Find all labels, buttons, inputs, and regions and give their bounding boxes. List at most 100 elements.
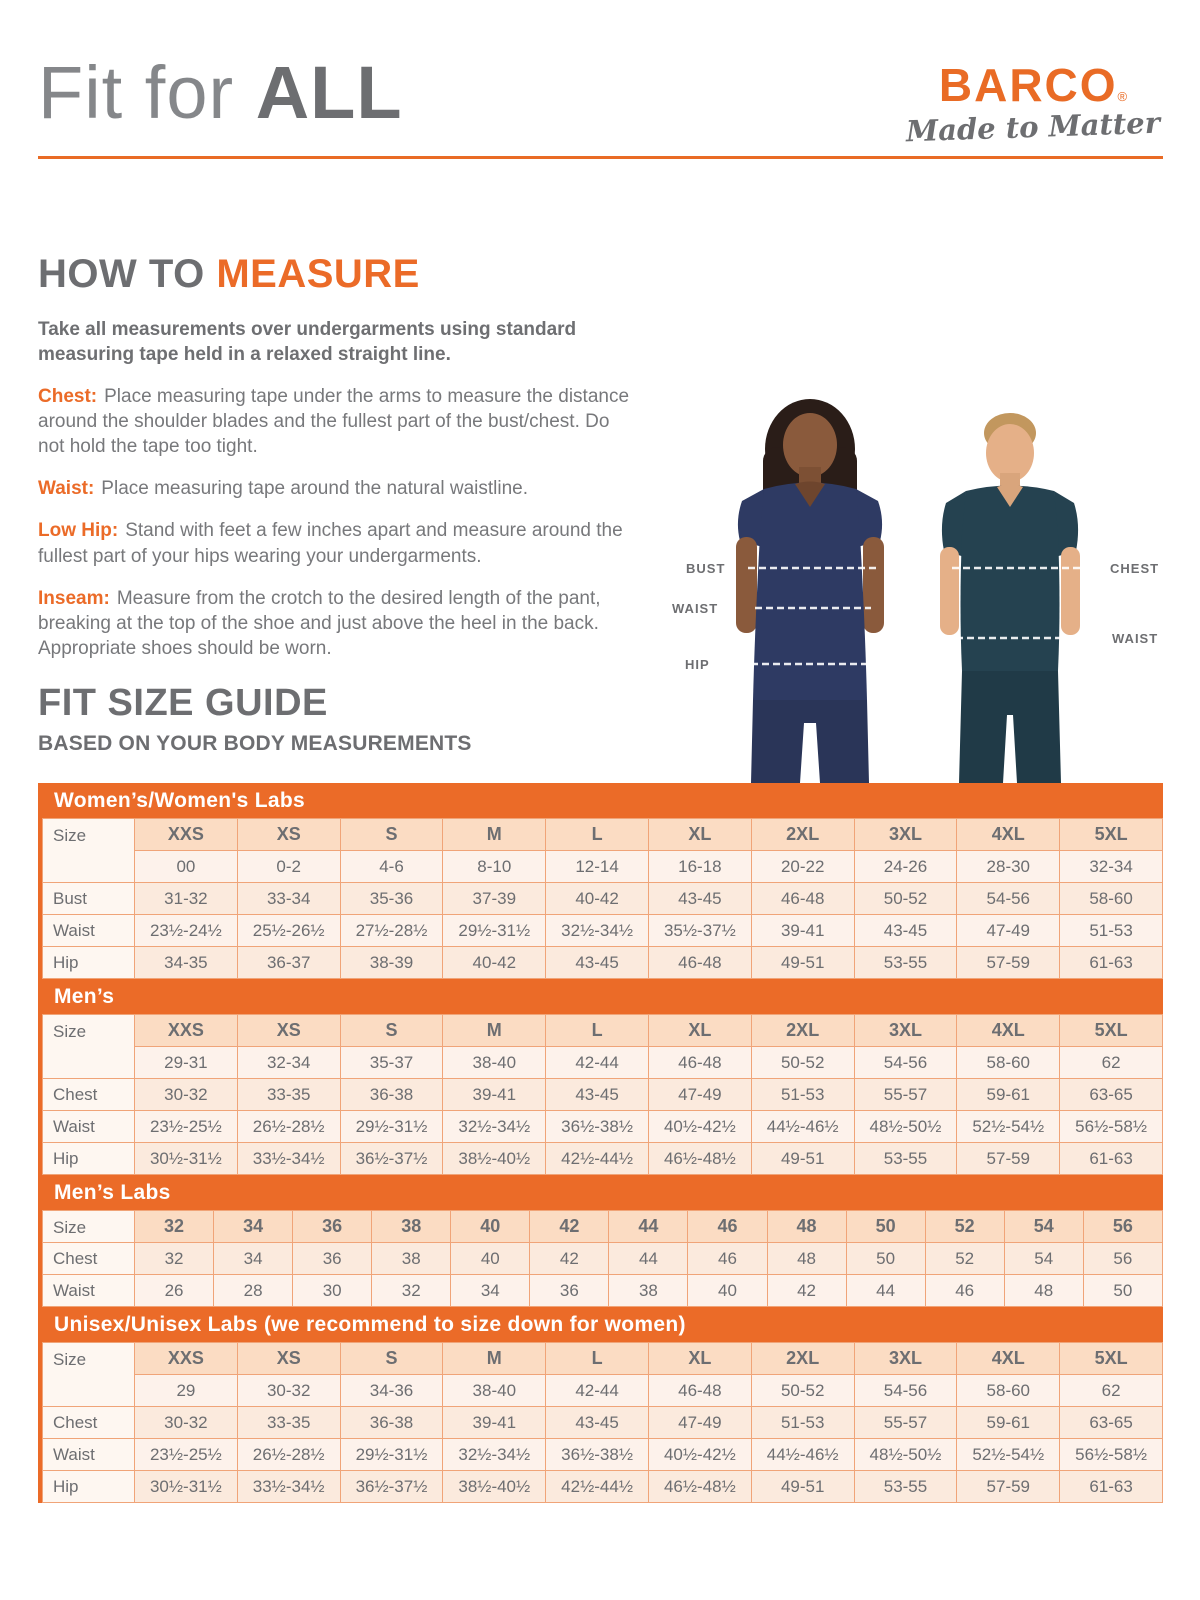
size-header-cell: 4XL	[956, 1014, 1061, 1047]
data-cell: 37-39	[442, 882, 547, 915]
data-cell: 31-32	[134, 882, 238, 915]
data-cell: 32½-34½	[442, 1438, 547, 1471]
data-cell: 43-45	[545, 946, 649, 979]
data-cell: 42½-44½	[545, 1470, 649, 1503]
size-header-cell: XXS	[134, 1014, 238, 1047]
size-header-cell: XS	[236, 1342, 341, 1375]
data-cell: 32	[133, 1242, 215, 1275]
size-header-cell: 32	[133, 1210, 215, 1243]
measurement-row-hip: Hip 30½-31½ 33½-34½ 36½-37½ 38½-40½ 42½-44½ 46…	[42, 1470, 1163, 1503]
data-cell: 53-55	[853, 1470, 958, 1503]
size-value-cell: 42-44	[545, 1046, 649, 1079]
row-label-cell: Chest	[42, 1406, 135, 1439]
measure-step-label: Chest:	[38, 386, 98, 408]
size-header-cell: XL	[647, 1342, 752, 1375]
registered-mark-icon: ®	[1117, 89, 1128, 104]
size-header-cell: 34	[213, 1210, 294, 1243]
size-header-cell: 5XL	[1059, 1014, 1163, 1047]
brand-name: BARCO®	[906, 62, 1160, 108]
size-value-cell: 8-10	[442, 850, 547, 883]
data-cell: 23½-25½	[134, 1110, 238, 1143]
data-cell: 52½-54½	[956, 1110, 1061, 1143]
row-label-cell: Waist	[42, 1438, 135, 1471]
data-cell: 56	[1082, 1242, 1164, 1275]
data-cell: 44	[845, 1274, 926, 1307]
size-value-cell: 38-40	[442, 1374, 547, 1407]
row-label-cell: Chest	[42, 1078, 135, 1111]
data-cell: 36	[529, 1274, 610, 1307]
size-value-cell: 62	[1059, 1374, 1163, 1407]
size-value-cell: 46-48	[647, 1374, 752, 1407]
page-title: Fit for ALL	[38, 52, 403, 133]
fit-size-guide-subheading: BASED ON YOUR BODY MEASUREMENTS	[38, 732, 472, 755]
data-cell: 50	[1082, 1274, 1164, 1307]
man-model	[940, 413, 1102, 783]
size-header-cell: M	[442, 1014, 547, 1047]
table-banner: Unisex/Unisex Labs (we recommend to size…	[42, 1307, 1163, 1342]
size-header-cell: XXS	[134, 1342, 238, 1375]
size-value-cell: 32-34	[1059, 850, 1163, 883]
data-cell: 32	[371, 1274, 452, 1307]
data-cell: 48½-50½	[853, 1438, 958, 1471]
row-label-cell: Chest	[42, 1242, 135, 1275]
size-header-cell: S	[339, 1014, 444, 1047]
size-header-cell: XXS	[134, 818, 238, 851]
size-value-cell: 34-36	[339, 1374, 444, 1407]
data-cell: 23½-25½	[134, 1438, 238, 1471]
size-header-cell: 52	[924, 1210, 1005, 1243]
data-cell: 51-53	[1059, 914, 1163, 947]
data-cell: 40-42	[545, 882, 649, 915]
data-cell: 26½-28½	[236, 1110, 341, 1143]
size-table-grid: Size XXS XS S M L XL 2XL 3XL 4XL 5XL 29-31 32-34 35-3…	[42, 1014, 1163, 1175]
measure-step-waist: Waist: Place measuring tape around the na…	[38, 476, 638, 501]
data-cell: 33½-34½	[236, 1470, 341, 1503]
measurement-models-figure: BUST WAIST HIP CHEST WAIST	[660, 383, 1165, 783]
size-header-cell: XL	[647, 1014, 752, 1047]
data-cell: 48	[766, 1242, 847, 1275]
size-header-row: Size 32 34 36 38 40 42 44 46 48 50 52 54 56	[42, 1210, 1164, 1243]
size-value-cell: 54-56	[853, 1046, 958, 1079]
measurement-row-chest: Chest 32 34 36 38 40 42 44 46 48 50 52 54 56	[42, 1242, 1164, 1275]
size-value-cell: 32-34	[236, 1046, 341, 1079]
table-banner: Men’s	[42, 979, 1163, 1014]
data-cell: 25½-26½	[236, 914, 341, 947]
data-cell: 40½-42½	[647, 1110, 752, 1143]
page-title-light: Fit for	[38, 51, 256, 134]
size-table-women: Women’s/Women's Labs Size XXS XS S M L XL 2XL 3XL…	[38, 783, 1163, 979]
data-cell: 33-35	[236, 1406, 341, 1439]
measurement-row-hip: Hip 34-35 36-37 38-39 40-42 43-45 46-48 49-51 53…	[42, 946, 1163, 979]
size-header-cell: 48	[766, 1210, 847, 1243]
data-cell: 44½-46½	[750, 1438, 855, 1471]
brand-tagline: Made to Matter	[905, 105, 1161, 149]
woman-model	[736, 399, 892, 783]
data-cell: 48	[1003, 1274, 1084, 1307]
size-header-cell: XS	[236, 818, 341, 851]
data-cell: 34-35	[134, 946, 238, 979]
row-label-cell: Hip	[42, 1142, 135, 1175]
data-cell: 47-49	[647, 1078, 752, 1111]
measurement-row-waist: Waist 23½-25½ 26½-28½ 29½-31½ 32½-34½ 36½-38½…	[42, 1110, 1163, 1143]
data-cell: 57-59	[956, 1142, 1061, 1175]
row-label-cell: Size	[42, 1014, 135, 1079]
size-header-cell: 3XL	[853, 1014, 958, 1047]
size-table-mens-labs: Men’s Labs Size 32 34 36 38 40 42 44 46 48 50 52 54 56…	[38, 1175, 1164, 1307]
size-table-grid: Size 32 34 36 38 40 42 44 46 48 50 52 54 56 Chest 32 34 3…	[42, 1210, 1164, 1307]
size-value-cell: 12-14	[545, 850, 649, 883]
size-value-cell: 58-60	[956, 1046, 1061, 1079]
data-cell: 36-38	[339, 1406, 444, 1439]
data-cell: 43-45	[853, 914, 958, 947]
table-banner: Men’s Labs	[42, 1175, 1163, 1210]
data-cell: 61-63	[1059, 1142, 1163, 1175]
size-header-cell: M	[442, 1342, 547, 1375]
data-cell: 43-45	[545, 1406, 649, 1439]
row-label-cell: Size	[42, 818, 135, 883]
data-cell: 61-63	[1059, 946, 1163, 979]
row-label-cell: Hip	[42, 946, 135, 979]
size-value-cell: 42-44	[545, 1374, 649, 1407]
size-header-cell: 54	[1003, 1210, 1084, 1243]
data-cell: 40½-42½	[647, 1438, 752, 1471]
size-value-cell: 35-37	[339, 1046, 444, 1079]
data-cell: 49-51	[750, 1470, 855, 1503]
size-header-cell: L	[545, 1014, 649, 1047]
how-to-measure-section: HOW TO MEASURE Take all measurements ove…	[38, 252, 638, 661]
